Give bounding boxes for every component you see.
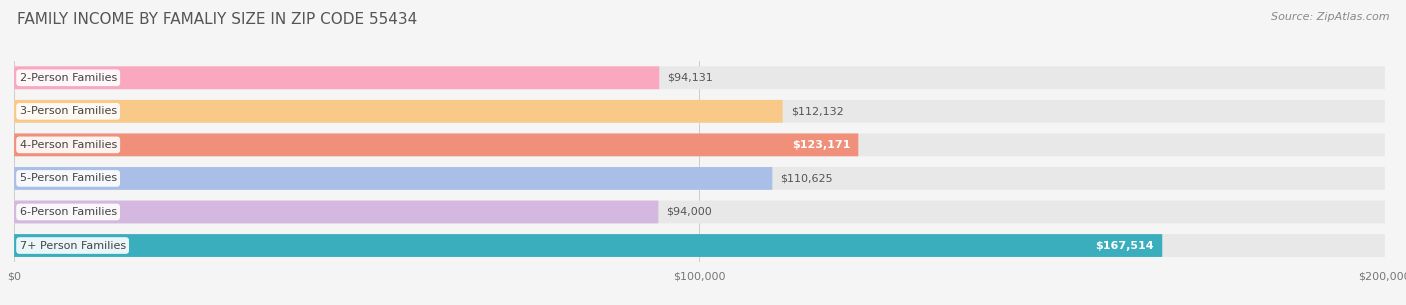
FancyBboxPatch shape <box>14 66 1385 89</box>
Text: 2-Person Families: 2-Person Families <box>20 73 117 83</box>
Text: $94,000: $94,000 <box>666 207 713 217</box>
FancyBboxPatch shape <box>14 100 783 123</box>
Text: $94,131: $94,131 <box>668 73 713 83</box>
FancyBboxPatch shape <box>14 100 1385 123</box>
Text: 5-Person Families: 5-Person Families <box>20 174 117 183</box>
FancyBboxPatch shape <box>14 234 1385 257</box>
FancyBboxPatch shape <box>14 234 1163 257</box>
Text: $112,132: $112,132 <box>790 106 844 116</box>
Text: 7+ Person Families: 7+ Person Families <box>20 241 125 250</box>
FancyBboxPatch shape <box>14 167 1385 190</box>
Text: $167,514: $167,514 <box>1095 241 1154 250</box>
FancyBboxPatch shape <box>14 201 1385 223</box>
Text: FAMILY INCOME BY FAMALIY SIZE IN ZIP CODE 55434: FAMILY INCOME BY FAMALIY SIZE IN ZIP COD… <box>17 12 418 27</box>
FancyBboxPatch shape <box>14 66 659 89</box>
FancyBboxPatch shape <box>14 167 772 190</box>
Text: $123,171: $123,171 <box>792 140 851 150</box>
Text: 4-Person Families: 4-Person Families <box>20 140 117 150</box>
Text: Source: ZipAtlas.com: Source: ZipAtlas.com <box>1271 12 1389 22</box>
Text: $110,625: $110,625 <box>780 174 834 183</box>
FancyBboxPatch shape <box>14 134 1385 156</box>
FancyBboxPatch shape <box>14 134 858 156</box>
FancyBboxPatch shape <box>14 201 658 223</box>
Text: 3-Person Families: 3-Person Families <box>20 106 117 116</box>
Text: 6-Person Families: 6-Person Families <box>20 207 117 217</box>
